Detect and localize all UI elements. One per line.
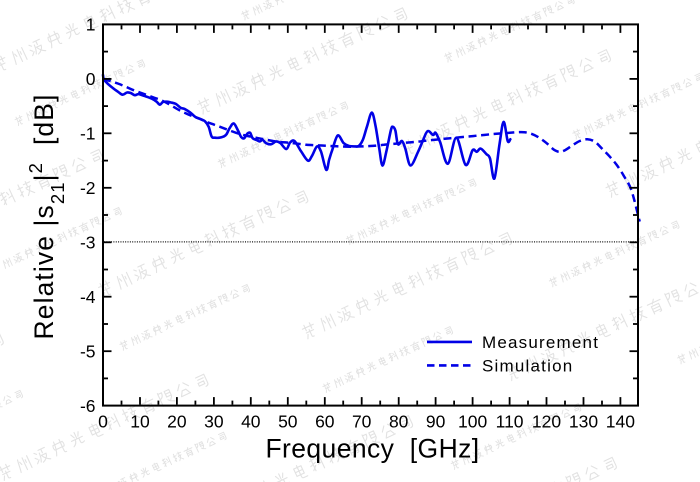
svg-text:70: 70: [352, 412, 372, 432]
svg-text:90: 90: [426, 412, 446, 432]
svg-text:-1: -1: [80, 123, 96, 143]
svg-text:0: 0: [98, 412, 108, 432]
svg-text:20: 20: [167, 412, 187, 432]
svg-text:-6: -6: [80, 396, 96, 416]
svg-text:-4: -4: [80, 287, 96, 307]
svg-text:10: 10: [130, 412, 150, 432]
svg-text:1: 1: [86, 15, 96, 35]
svg-text:50: 50: [278, 412, 298, 432]
svg-text:80: 80: [389, 412, 409, 432]
svg-text:0: 0: [86, 69, 96, 89]
svg-text:Measurement: Measurement: [482, 333, 599, 352]
svg-text:40: 40: [241, 412, 261, 432]
svg-text:Frequency [GHz]: Frequency [GHz]: [265, 433, 479, 463]
svg-text:-2: -2: [80, 178, 96, 198]
svg-text:Simulation: Simulation: [482, 357, 573, 376]
svg-text:130: 130: [569, 412, 598, 432]
svg-text:-3: -3: [80, 232, 96, 252]
svg-text:30: 30: [204, 412, 224, 432]
svg-text:100: 100: [458, 412, 487, 432]
svg-text:60: 60: [315, 412, 335, 432]
svg-text:110: 110: [496, 412, 524, 432]
svg-text:-5: -5: [80, 341, 96, 361]
svg-text:140: 140: [606, 412, 635, 432]
svg-text:120: 120: [532, 412, 561, 432]
